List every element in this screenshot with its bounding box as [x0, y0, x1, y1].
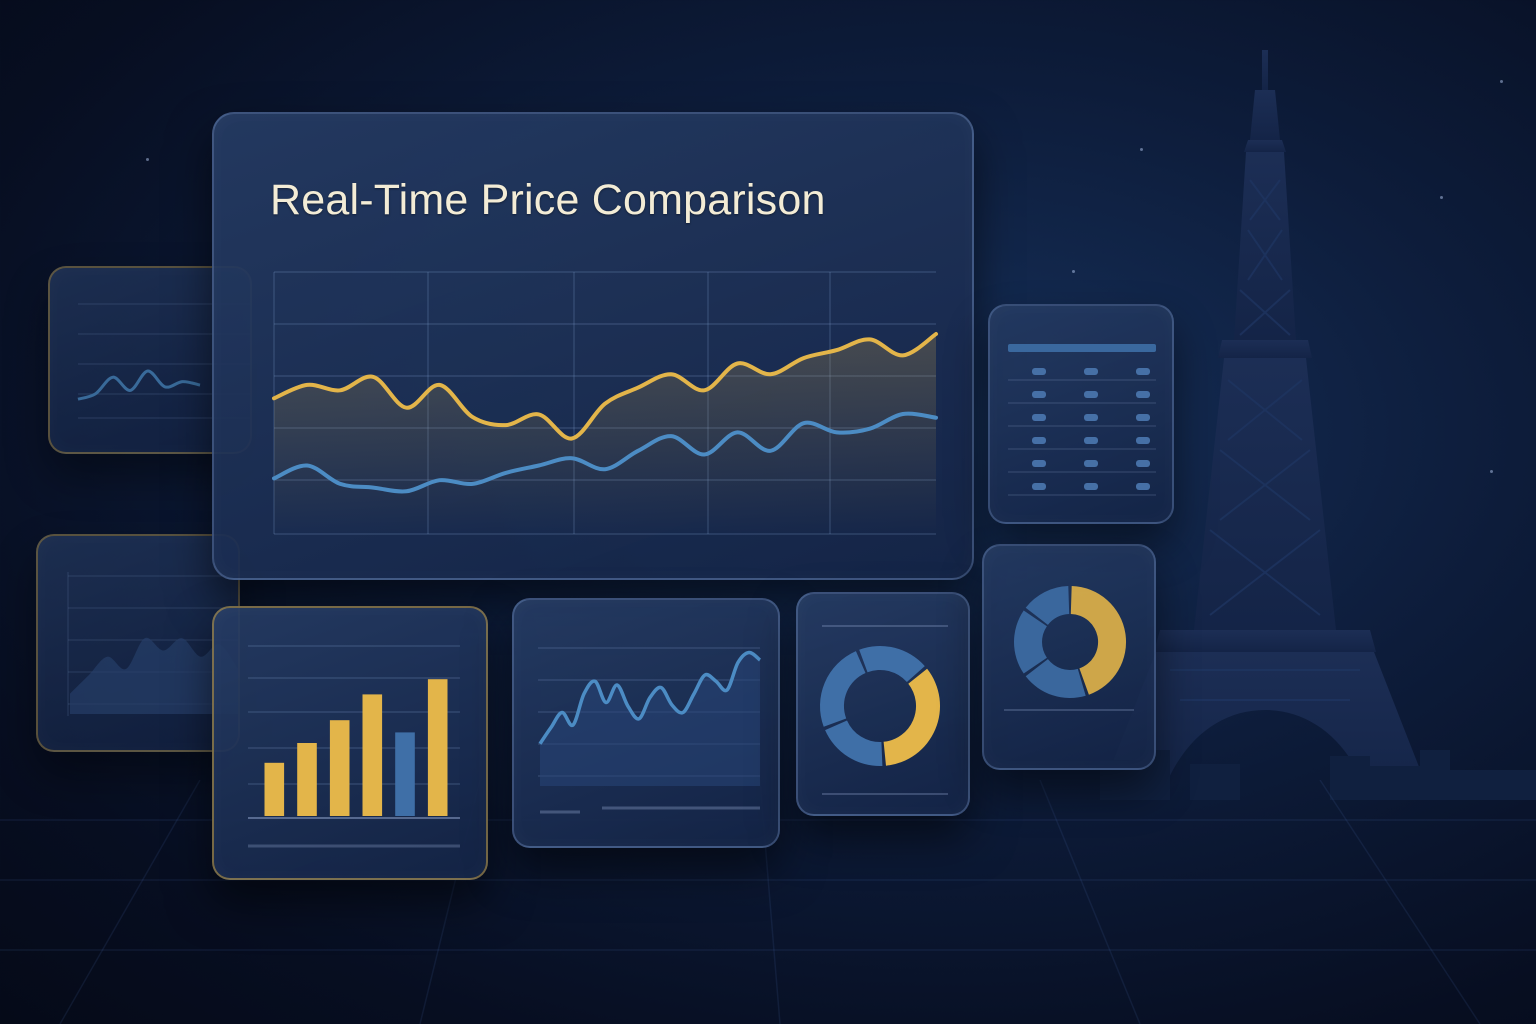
- price-comparison-chart: [272, 271, 938, 535]
- donut-slice: [825, 720, 883, 767]
- table-cell: [1032, 391, 1046, 398]
- table-cell: [1084, 483, 1098, 490]
- mini-line-series: [77, 369, 201, 401]
- gold-price-series: [272, 332, 938, 441]
- mini-area-chart: [67, 572, 238, 716]
- star: [1440, 196, 1443, 199]
- donut-slice: [1014, 610, 1047, 674]
- star: [146, 158, 149, 161]
- star: [1072, 270, 1075, 273]
- blue-price-series: [272, 411, 938, 494]
- star: [1140, 148, 1143, 151]
- gold-series-area: [274, 334, 936, 534]
- donut-slice: [1025, 659, 1086, 699]
- table-header-bar: [1008, 344, 1156, 352]
- table-cell: [1136, 437, 1150, 444]
- donut-chart-panel-1: [796, 592, 970, 816]
- table-panel: [988, 304, 1174, 524]
- mini-area-panel: [36, 534, 240, 752]
- donut-slice: [883, 668, 941, 766]
- star: [1490, 470, 1493, 473]
- donut-chart-panel-2: [982, 544, 1156, 770]
- table-cell: [1084, 391, 1098, 398]
- table-cell: [1136, 368, 1150, 375]
- table-cell: [1032, 437, 1046, 444]
- donut-slice: [1070, 586, 1127, 695]
- table-cell: [1084, 460, 1098, 467]
- page-title: Real-Time Price Comparison: [270, 176, 826, 224]
- donut-slice: [819, 651, 866, 727]
- table-cell: [1084, 437, 1098, 444]
- bar-chart: [248, 645, 460, 848]
- table-cell: [1032, 483, 1046, 490]
- table-cell: [1136, 483, 1150, 490]
- table-cell: [1136, 414, 1150, 421]
- bar: [427, 679, 448, 816]
- bar-chart-panel: [212, 606, 488, 880]
- bar: [362, 694, 383, 816]
- star: [1500, 80, 1503, 83]
- donut-chart-2: [1004, 586, 1134, 711]
- bar: [264, 762, 285, 816]
- main-price-chart-panel: Real-Time Price Comparison: [212, 112, 974, 580]
- line-chart-panel: [512, 598, 780, 848]
- donut-slice: [1025, 586, 1070, 625]
- mini-area-series: [70, 637, 238, 714]
- table-cell: [1032, 414, 1046, 421]
- eiffel-tower-icon: [1100, 50, 1432, 800]
- table-cell: [1136, 391, 1150, 398]
- donut-chart-1: [819, 625, 948, 795]
- donut-slice: [859, 645, 925, 682]
- table-cell: [1084, 414, 1098, 421]
- table-cell: [1084, 368, 1098, 375]
- bar: [329, 720, 350, 816]
- table-cell: [1032, 368, 1046, 375]
- secondary-line-series: [538, 650, 762, 745]
- data-table: [1008, 344, 1156, 496]
- secondary-line-chart: [538, 647, 762, 814]
- table-cell: [1032, 460, 1046, 467]
- secondary-line-area: [540, 652, 760, 786]
- city-skyline: [1100, 750, 1536, 800]
- bar: [297, 743, 317, 816]
- table-cell: [1136, 460, 1150, 467]
- bar: [395, 732, 415, 816]
